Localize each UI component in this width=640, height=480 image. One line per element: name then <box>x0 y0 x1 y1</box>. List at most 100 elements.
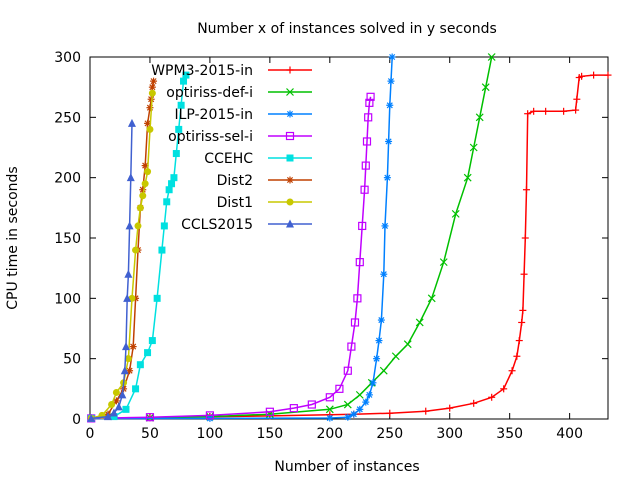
series-5-point-14 <box>148 83 156 91</box>
series-4-point-8 <box>158 246 166 254</box>
x-tick-label-5: 250 <box>376 426 403 442</box>
series-7-point-3 <box>114 402 123 411</box>
series-0-point-6 <box>386 409 394 417</box>
series-4-point-14 <box>172 150 180 158</box>
series-2-point-2 <box>326 414 334 422</box>
series-7-point-6 <box>121 342 130 351</box>
legend-label-7: CCLS2015 <box>181 217 253 233</box>
series-line-3 <box>91 96 372 420</box>
series-3-point-1 <box>145 413 155 422</box>
y-tick-label-4: 200 <box>54 171 81 187</box>
series-7-point-5 <box>120 366 129 375</box>
series-4-point-3 <box>132 385 140 393</box>
series-2-point-5 <box>356 405 364 413</box>
series-0-point-19 <box>522 186 530 194</box>
legend: WPM3-2015-in optiriss-def-i ILP-2015-in opt… <box>151 63 312 233</box>
legend-label-5: Dist2 <box>217 173 253 189</box>
series-5-point-5 <box>129 343 137 351</box>
series-4-point-15 <box>175 125 183 133</box>
series-0-point-20 <box>524 110 532 118</box>
legend-label-3: optiriss-sel-i <box>168 129 253 145</box>
series-6-point-10 <box>139 192 147 200</box>
series-2-point-9 <box>373 355 381 363</box>
series-3-point-17 <box>364 113 373 122</box>
series-1-point-19 <box>487 53 496 61</box>
series-5-point-15 <box>150 77 158 85</box>
series-7-point-4 <box>118 390 127 399</box>
series-7-point-0 <box>87 413 96 422</box>
series-6-point-7 <box>132 246 140 254</box>
y-tick-label-1: 50 <box>63 352 81 368</box>
series-2-point-18 <box>388 53 396 61</box>
legend-marker-2 <box>286 110 294 118</box>
legend-label-1: optiriss-def-i <box>166 85 253 101</box>
x-tick-label-0: 0 <box>86 426 95 442</box>
series-4-point-2 <box>122 405 130 413</box>
series-4-point-11 <box>165 186 173 194</box>
series-6-point-14 <box>148 89 156 97</box>
x-axis-title: Number of instances <box>274 459 419 475</box>
y-tick-label-2: 100 <box>54 291 81 307</box>
series-1-point-11 <box>415 318 424 327</box>
series-4-point-16 <box>177 101 185 109</box>
legend-label-0: WPM3-2015-in <box>151 63 253 79</box>
series-7-point-7 <box>123 293 132 302</box>
series-3-point-9 <box>347 342 356 351</box>
series-2-point-16 <box>386 101 394 109</box>
series-4-point-1 <box>110 413 118 421</box>
legend-marker-7 <box>286 219 294 228</box>
series-3-point-15 <box>361 161 370 170</box>
series-3-point-8 <box>343 366 352 375</box>
legend-marker-4 <box>286 154 294 162</box>
chart-title: Number x of instances solved in y second… <box>197 21 497 37</box>
series-0-point-21 <box>530 107 538 115</box>
series-0-point-18 <box>521 234 529 242</box>
series-2-point-10 <box>375 337 383 345</box>
series-2-point-6 <box>362 398 370 406</box>
series-5-point-12 <box>146 104 154 112</box>
series-6-point-11 <box>141 180 149 188</box>
x-tick-label-6: 300 <box>436 426 463 442</box>
series-4-point-17 <box>180 77 188 85</box>
series-line-6 <box>90 93 154 420</box>
series-1-point-17 <box>475 113 484 122</box>
legend-marker-5 <box>286 176 294 184</box>
series-0-point-17 <box>520 270 528 278</box>
series-1-point-16 <box>469 143 478 152</box>
series-3-point-4 <box>289 404 298 413</box>
series-4-point-7 <box>153 294 161 302</box>
series-0-point-9 <box>470 399 478 407</box>
series-2-point-12 <box>380 270 388 278</box>
series-5-point-11 <box>144 119 152 127</box>
series-6-point-2 <box>108 401 116 409</box>
series-7-point-9 <box>125 221 134 230</box>
series-4-point-10 <box>163 198 171 206</box>
series-2-point-14 <box>383 174 391 182</box>
series-4-point-13 <box>170 174 178 182</box>
series-3-point-18 <box>365 98 374 107</box>
series-0-point-16 <box>519 306 527 314</box>
series-3-point-3 <box>265 407 274 416</box>
series-2-point-4 <box>350 410 358 418</box>
series-0-point-7 <box>422 407 430 415</box>
x-tick-label-4: 200 <box>316 426 343 442</box>
series-3-point-14 <box>360 185 369 194</box>
series-3-point-16 <box>362 137 372 146</box>
series-7-point-11 <box>127 118 136 127</box>
series-1-point-9 <box>391 352 400 361</box>
y-axis-title: CPU time in seconds <box>5 166 21 309</box>
series-2-point-15 <box>385 137 393 145</box>
y-tick-label-0: 0 <box>72 412 81 428</box>
legend-marker-0 <box>286 66 294 74</box>
plot-area: 0 50 100 150 200 250 300 350 400 0 50 100 150 200 250 3… <box>54 50 612 442</box>
legend-label-2: ILP-2015-in <box>174 107 253 123</box>
series-4-point-12 <box>168 180 176 188</box>
series-0-point-15 <box>518 318 526 326</box>
series-7-point-1 <box>103 412 112 421</box>
y-tick-label-3: 150 <box>54 231 81 247</box>
series-3-point-19 <box>366 92 375 101</box>
legend-label-4: CCEHC <box>204 151 253 167</box>
series-0-point-28 <box>590 71 598 79</box>
x-tick-label-8: 400 <box>556 426 583 442</box>
